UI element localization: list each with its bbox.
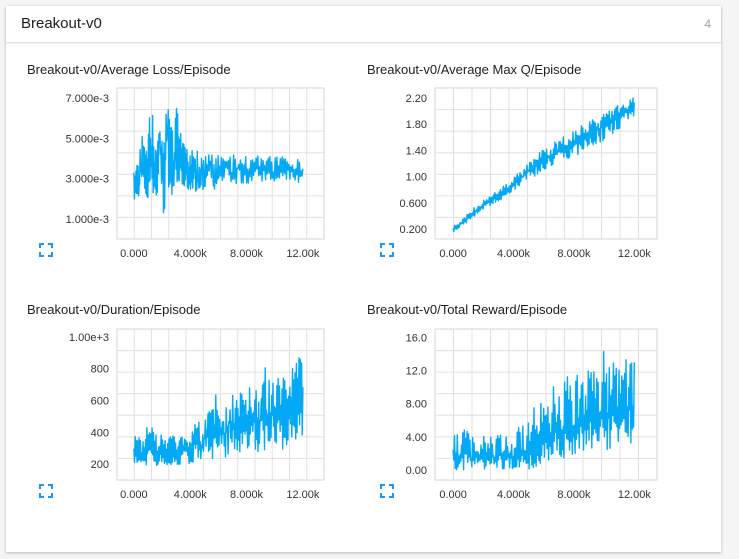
y-tick-label: 0.600 [399, 198, 427, 210]
x-tick-label: 0.000 [439, 248, 467, 260]
y-tick-label: 7.000e-3 [66, 93, 109, 105]
x-tick-label: 4.000k [497, 489, 531, 501]
chart-count: 4 [704, 17, 711, 31]
x-tick-label: 0.000 [120, 248, 148, 260]
chart-title-duration: Breakout-v0/Duration/Episode [27, 302, 201, 317]
y-tick-label: 0.200 [399, 224, 427, 236]
y-tick-label: 12.0 [406, 365, 427, 377]
y-tick-label: 200 [91, 459, 109, 471]
x-tick-label: 8.000k [230, 489, 264, 501]
x-tick-label: 12.00k [618, 248, 652, 260]
plot-border [116, 328, 325, 481]
x-tick-label: 12.00k [618, 489, 652, 501]
y-tick-label: 1.000e-3 [66, 214, 109, 226]
x-tick-label: 4.000k [497, 248, 531, 260]
x-tick-label: 4.000k [174, 248, 208, 260]
y-tick-label: 4.00 [406, 432, 427, 444]
expand-icon[interactable] [39, 243, 53, 257]
y-tick-label: 1.80 [406, 119, 427, 131]
series-line-loss [133, 107, 304, 214]
x-tick-label: 12.00k [286, 489, 320, 501]
y-tick-label: 800 [91, 364, 109, 376]
x-tick-label: 8.000k [557, 248, 591, 260]
y-tick-label: 600 [91, 396, 109, 408]
plot-border [116, 87, 325, 240]
x-tick-label: 12.00k [286, 248, 320, 260]
chart-title-average-loss: Breakout-v0/Average Loss/Episode [27, 62, 231, 77]
x-tick-label: 0.000 [120, 489, 148, 501]
series-line-reward [452, 350, 635, 471]
card-header[interactable]: Breakout-v0 4 [6, 6, 721, 43]
expand-icon[interactable] [380, 243, 394, 257]
expand-icon[interactable] [39, 484, 53, 498]
y-tick-label: 2.20 [406, 93, 427, 105]
expand-icon[interactable] [380, 484, 394, 498]
y-tick-label: 1.40 [406, 145, 427, 157]
x-tick-label: 0.000 [439, 489, 467, 501]
x-tick-label: 8.000k [557, 489, 591, 501]
plot-border [434, 328, 658, 481]
card-title: Breakout-v0 [21, 15, 102, 32]
y-tick-label: 3.000e-3 [66, 174, 109, 186]
y-tick-label: 400 [91, 427, 109, 439]
y-tick-label: 5.000e-3 [66, 133, 109, 145]
x-tick-label: 4.000k [174, 489, 208, 501]
x-tick-label: 8.000k [230, 248, 264, 260]
y-tick-label: 1.00e+3 [69, 332, 109, 344]
y-tick-label: 16.0 [406, 332, 427, 344]
y-tick-label: 1.00 [406, 172, 427, 184]
plot-border [434, 87, 658, 240]
series-line-duration [133, 357, 304, 466]
y-tick-label: 0.00 [406, 465, 427, 477]
chart-title-total-reward: Breakout-v0/Total Reward/Episode [367, 302, 568, 317]
chart-title-average-max-q: Breakout-v0/Average Max Q/Episode [367, 62, 582, 77]
y-tick-label: 8.00 [406, 399, 427, 411]
series-line-max_q [452, 97, 635, 233]
